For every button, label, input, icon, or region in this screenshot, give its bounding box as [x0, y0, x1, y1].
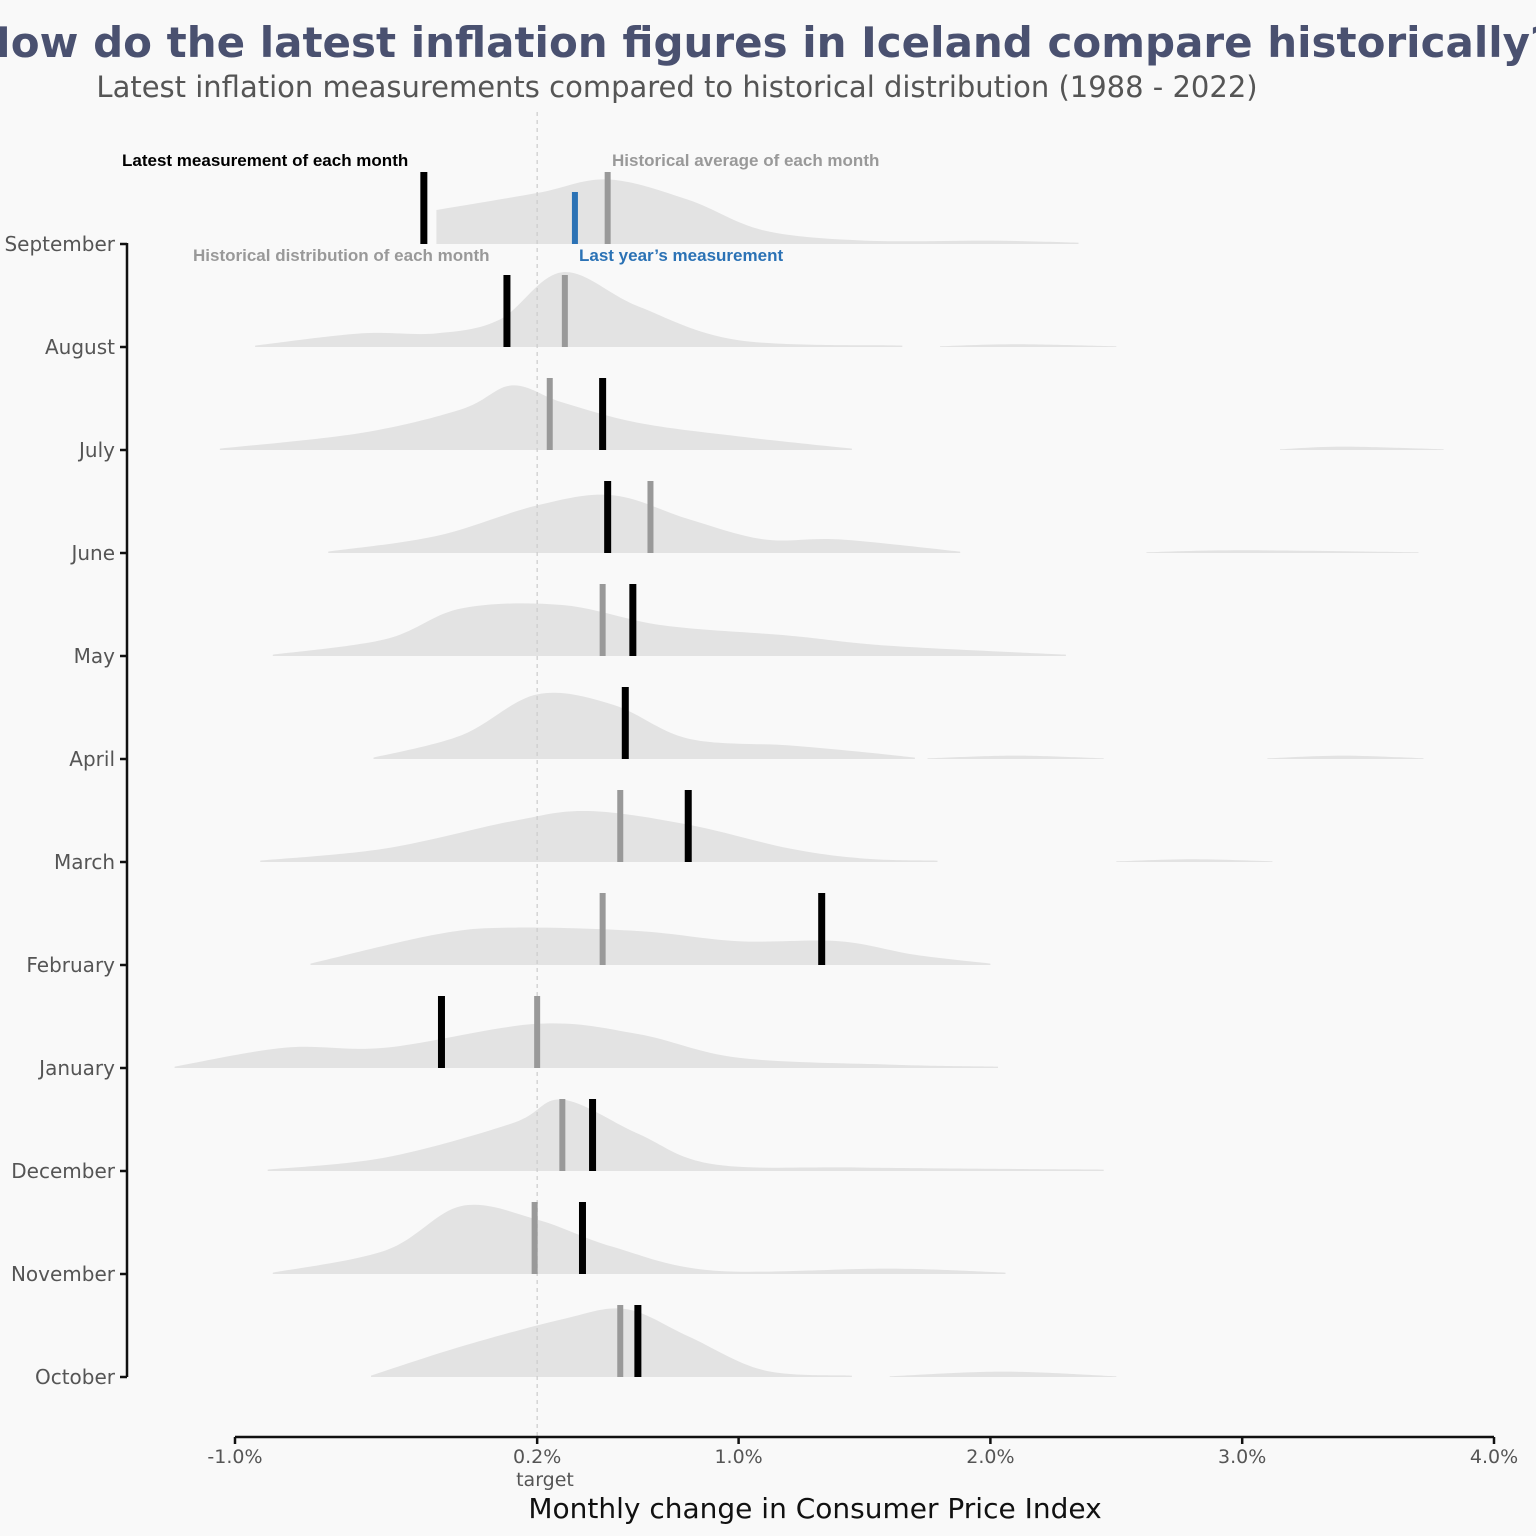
- x-tick-label: -1.0%: [207, 1446, 262, 1468]
- x-tick-label: 3.0%: [1218, 1446, 1266, 1468]
- y-label-march: March: [54, 850, 115, 874]
- y-label-july: July: [77, 438, 115, 462]
- target-label: target: [516, 1469, 574, 1491]
- annotation-latest: Latest measurement of each month: [122, 151, 408, 170]
- density-july: [219, 385, 852, 450]
- density-march: [260, 810, 938, 862]
- x-axis: -1.0% 0.2% 1.0% 2.0% 3.0% 4.0%: [207, 1437, 1518, 1468]
- density-layer: [174, 179, 1444, 1377]
- annotation-average: Historical average of each month: [612, 151, 879, 170]
- density-tail-april: [927, 755, 1104, 759]
- y-label-august: August: [45, 335, 115, 359]
- density-november: [272, 1204, 1006, 1274]
- y-axis: September August July June May April March Febr…: [4, 232, 127, 1389]
- y-label-october: October: [35, 1365, 116, 1389]
- density-april: [373, 692, 915, 759]
- annotation-distribution: Historical distribution of each month: [193, 246, 490, 265]
- y-label-september: September: [4, 232, 115, 256]
- density-tail-july: [1280, 446, 1444, 450]
- x-tick-label: 0.2%: [513, 1446, 561, 1468]
- density-october: [371, 1308, 852, 1377]
- x-tick-label: 4.0%: [1470, 1446, 1518, 1468]
- density-tail-april: [1267, 755, 1424, 759]
- chart-title: How do the latest inflation figures in I…: [0, 18, 1536, 67]
- chart-subtitle: Latest inflation measurements compared t…: [96, 70, 1257, 104]
- y-label-june: June: [69, 541, 115, 565]
- density-tail-october: [889, 1371, 1117, 1377]
- density-tail-august: [940, 344, 1117, 347]
- density-february: [310, 927, 991, 965]
- density-june: [328, 494, 961, 553]
- y-label-january: January: [37, 1056, 115, 1080]
- density-august: [255, 272, 903, 347]
- y-label-april: April: [69, 747, 115, 771]
- density-may: [272, 603, 1066, 656]
- density-tail-june: [1146, 550, 1419, 553]
- marks-layer: [420, 172, 826, 1377]
- x-axis-title: Monthly change in Consumer Price Index: [528, 1492, 1101, 1525]
- annotation-last-year: Last year’s measurement: [579, 246, 783, 265]
- density-january: [174, 1023, 999, 1068]
- x-tick-label: 1.0%: [714, 1446, 762, 1468]
- density-december: [267, 1099, 1104, 1171]
- density-tail-march: [1116, 859, 1273, 862]
- x-tick-label: 2.0%: [966, 1446, 1014, 1468]
- y-label-february: February: [26, 953, 115, 977]
- y-label-december: December: [11, 1159, 115, 1183]
- y-label-may: May: [74, 644, 116, 668]
- y-label-november: November: [11, 1262, 116, 1286]
- density-september: [436, 179, 1079, 244]
